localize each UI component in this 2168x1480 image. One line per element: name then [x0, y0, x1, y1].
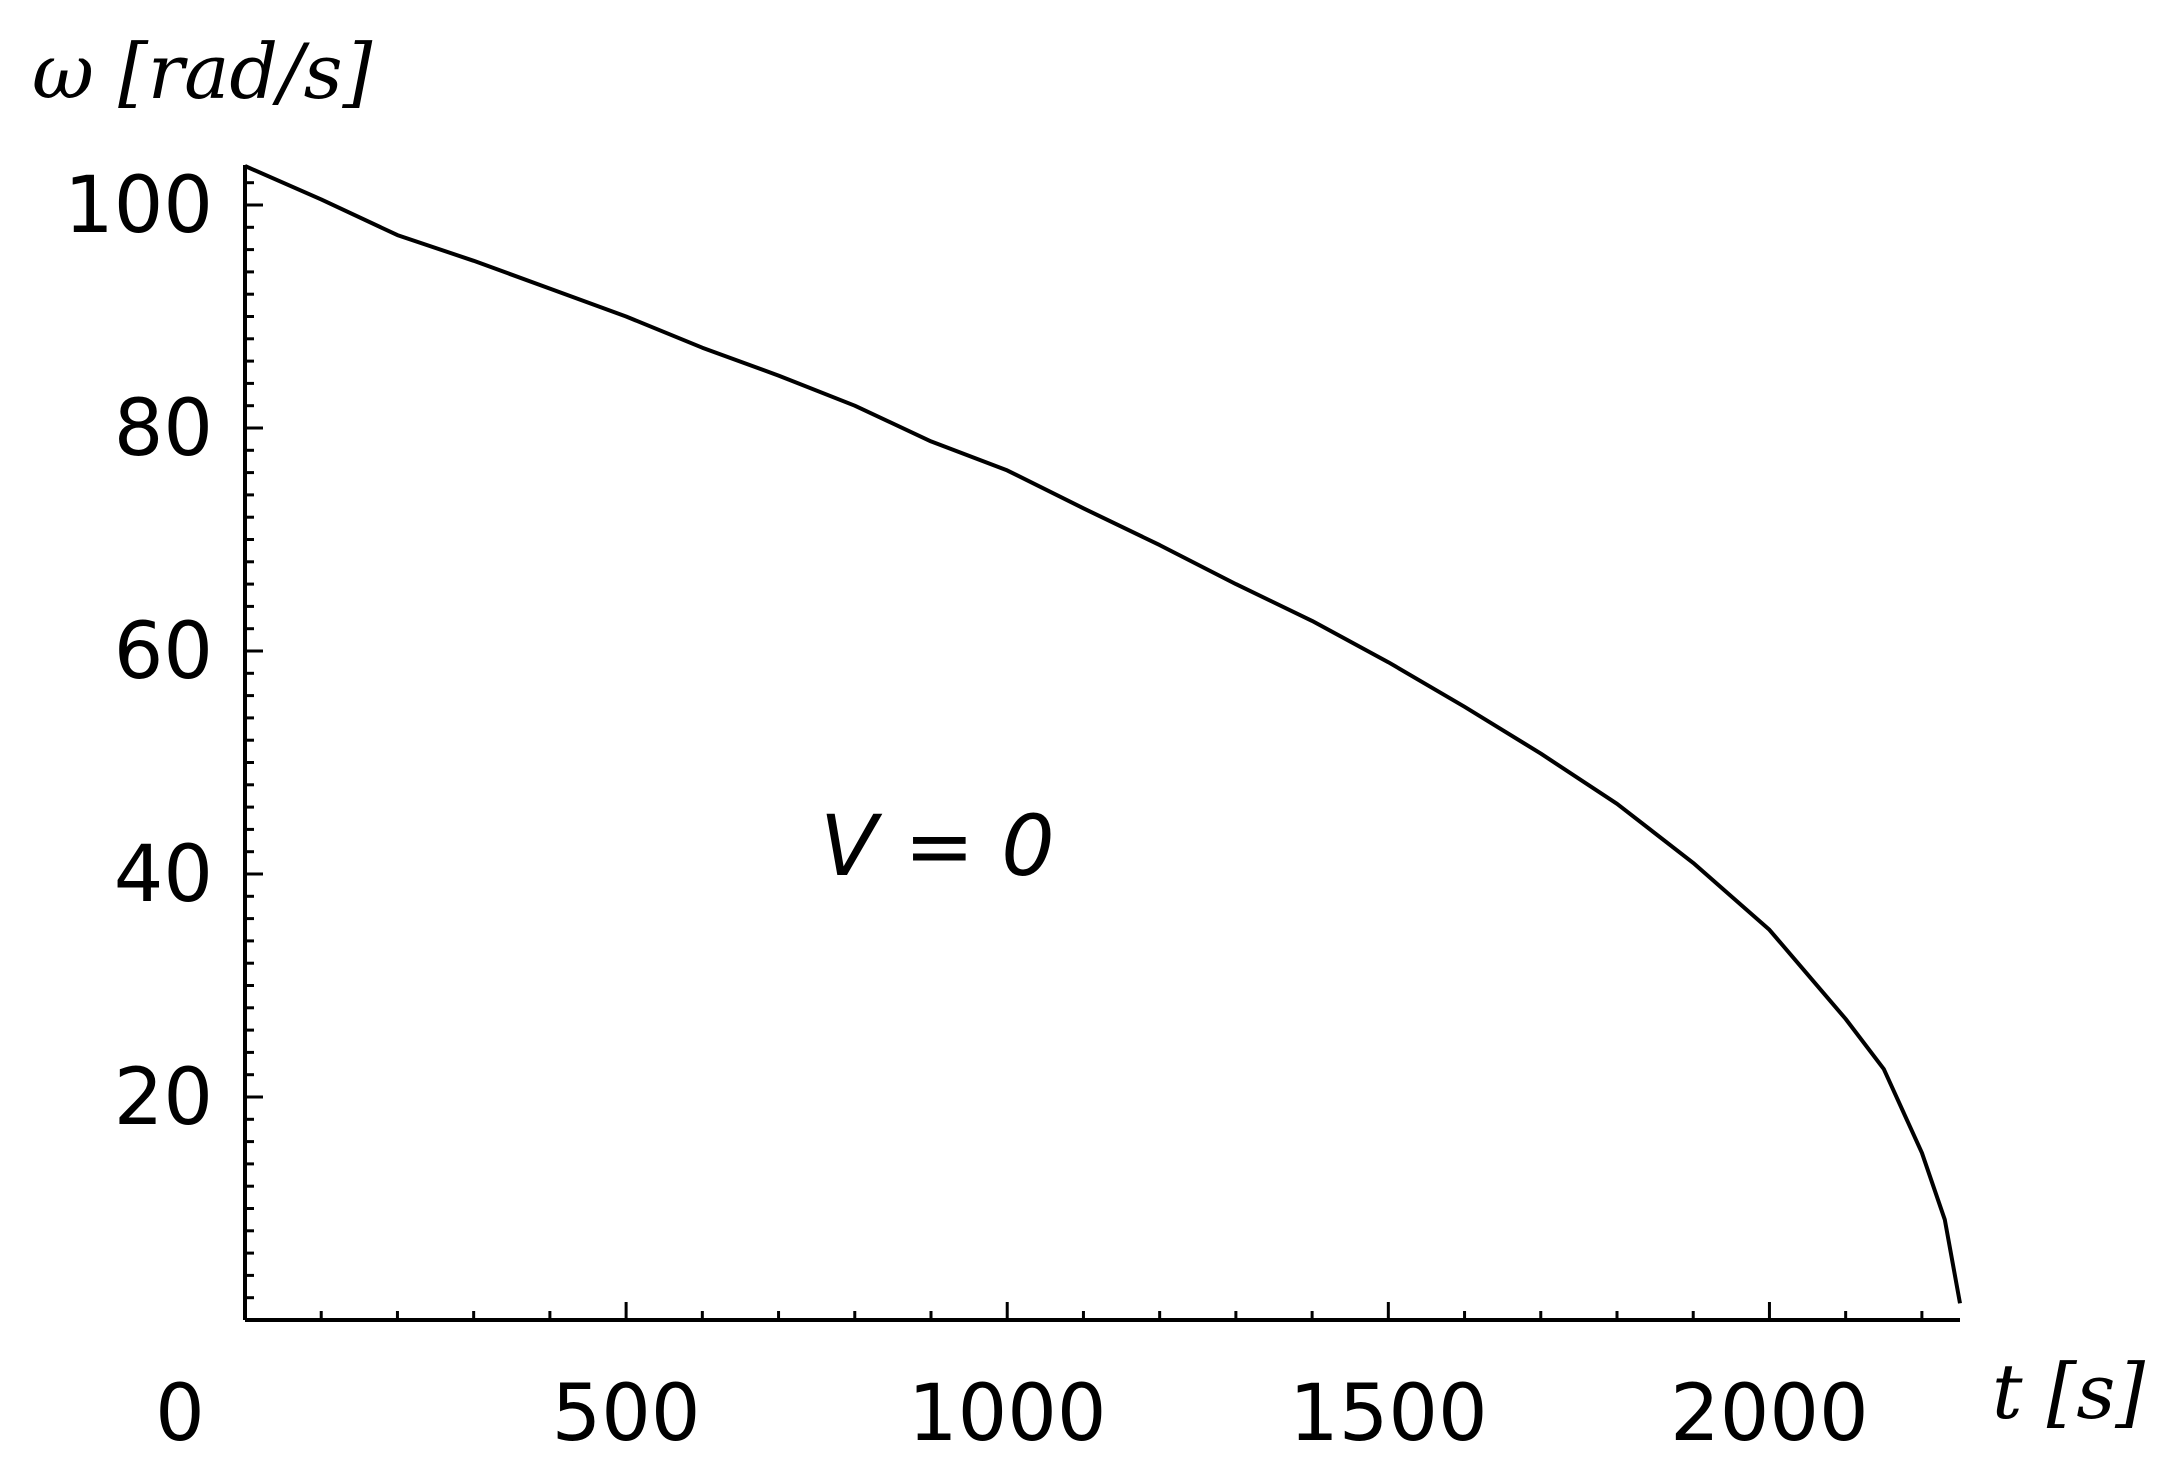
- chart-annotation: V = 0: [820, 797, 1055, 895]
- x-tick-label: 1500: [1289, 1369, 1488, 1459]
- x-axis-label: t [s]: [1992, 1347, 2145, 1436]
- y-tick-label: 100: [64, 161, 213, 251]
- y-axis-label: ω [rad/s]: [32, 27, 373, 116]
- minor-ticks: [245, 181, 1924, 1320]
- series-line: [244, 164, 1962, 1304]
- x-tick-label: 500: [552, 1369, 701, 1459]
- y-tick-label: 40: [114, 830, 213, 920]
- axes: [243, 165, 1960, 1322]
- y-tick-label: 60: [114, 607, 213, 697]
- x-tick-label: 0: [155, 1369, 205, 1459]
- series-layer: [244, 164, 1962, 1304]
- y-tick-label: 20: [114, 1053, 213, 1143]
- y-tick-label: 80: [114, 384, 213, 474]
- major-ticks: [245, 203, 1771, 1320]
- x-tick-label: 1000: [908, 1369, 1107, 1459]
- x-tick-label: 2000: [1670, 1369, 1869, 1459]
